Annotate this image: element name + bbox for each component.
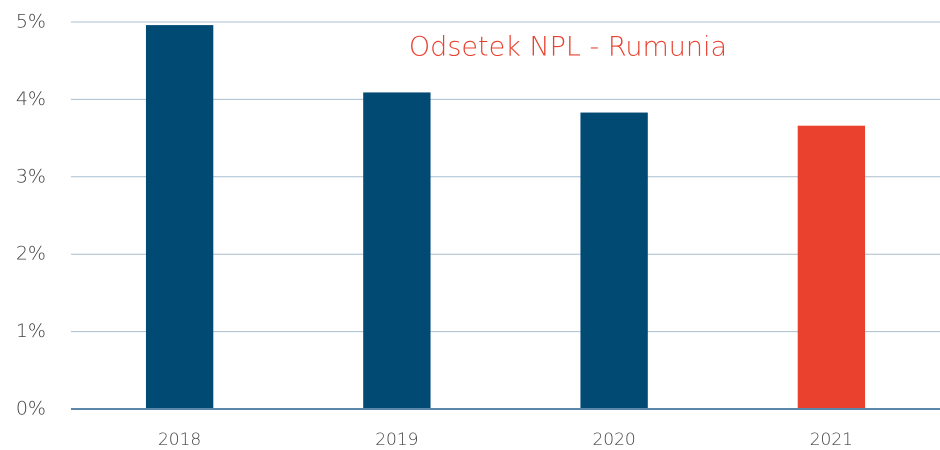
bar bbox=[580, 112, 648, 410]
y-tick-label: 0% bbox=[16, 398, 46, 420]
y-tick-label: 3% bbox=[16, 165, 46, 187]
y-tick-label: 1% bbox=[16, 320, 46, 342]
bar bbox=[363, 92, 431, 410]
y-tick-label: 5% bbox=[16, 11, 46, 33]
y-tick-label: 2% bbox=[16, 243, 46, 265]
x-tick-label: 2021 bbox=[810, 430, 853, 450]
x-tick-label: 2019 bbox=[375, 430, 418, 450]
x-tick-label: 2018 bbox=[158, 430, 201, 450]
y-tick-label: 4% bbox=[16, 88, 46, 110]
x-tick-label: 2020 bbox=[592, 430, 635, 450]
bar bbox=[797, 125, 866, 409]
bar bbox=[145, 25, 214, 409]
chart-title: Odsetek NPL - Rumunia bbox=[409, 32, 727, 63]
